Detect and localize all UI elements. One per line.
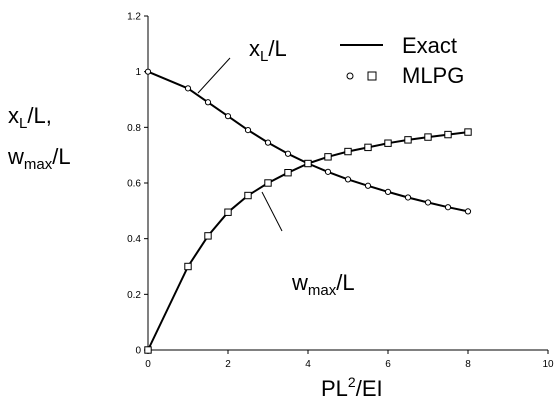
y-axis-label-line1: xL/L, xyxy=(8,103,52,132)
data-point-xL xyxy=(364,182,372,189)
data-point-wmax xyxy=(224,208,232,216)
x-tick-label: 0 xyxy=(145,359,151,370)
data-point-wmax xyxy=(444,130,452,139)
data-point-xL xyxy=(404,194,412,201)
y-tick-label: 0.8 xyxy=(127,123,141,134)
data-point-wmax xyxy=(184,262,192,271)
series-lines xyxy=(147,70,469,351)
data-point-xL xyxy=(384,188,392,196)
x-tick-label: 10 xyxy=(542,359,554,370)
y-tick-label: 1.2 xyxy=(127,12,141,23)
data-point-xL xyxy=(244,127,252,134)
x-tick-label: 8 xyxy=(465,359,471,370)
y-axis-label-line2: wmax/L xyxy=(7,144,71,173)
data-point-xL xyxy=(344,176,352,183)
y-tick-label: 0.6 xyxy=(127,179,141,190)
legend-mlpg-label: MLPG xyxy=(402,63,464,88)
data-point-xL xyxy=(184,85,192,92)
data-point-xL xyxy=(284,150,292,157)
data-point-wmax xyxy=(144,346,152,354)
data-point-wmax xyxy=(244,191,252,200)
data-point-wmax xyxy=(424,133,432,141)
data-point-wmax xyxy=(324,153,332,161)
x-tick-label: 6 xyxy=(385,359,391,370)
data-point-wmax xyxy=(284,169,292,177)
series-line-xL xyxy=(147,70,469,213)
data-point-xL xyxy=(464,208,472,215)
annotation-wmax-leader xyxy=(261,191,283,232)
data-point-xL xyxy=(264,139,272,146)
legend-exact-label: Exact xyxy=(402,33,457,58)
data-point-wmax xyxy=(204,232,212,240)
data-point-xL xyxy=(324,168,332,175)
data-point-xL xyxy=(444,204,452,211)
data-point-xL xyxy=(144,68,152,75)
data-point-xL xyxy=(424,199,432,206)
x-tick-label: 4 xyxy=(305,359,311,370)
legend: Exact MLPG xyxy=(340,33,464,88)
data-point-wmax xyxy=(364,143,372,152)
data-point-wmax xyxy=(404,136,412,144)
axes xyxy=(147,16,548,351)
x-tick-label: 2 xyxy=(225,359,231,370)
series-markers xyxy=(144,68,472,354)
x-axis-label: PL2/EI xyxy=(321,374,383,401)
annotation-xl-leader xyxy=(197,57,231,94)
legend-mlpg-square-marker xyxy=(367,71,377,81)
annotation-xl-label: xL/L xyxy=(249,36,287,65)
data-point-wmax xyxy=(464,128,472,136)
y-ticks: 0 0.2 0.4 0.6 0.8 1 1.2 xyxy=(127,12,148,357)
series-line-wmax xyxy=(147,131,469,351)
data-point-wmax xyxy=(344,147,352,156)
x-ticks: 0 2 4 6 8 10 xyxy=(145,350,554,370)
y-tick-label: 0.2 xyxy=(127,290,141,301)
data-point-xL xyxy=(204,99,212,106)
y-tick-label: 0 xyxy=(135,346,141,357)
data-point-wmax xyxy=(384,139,392,147)
annotation-wmax-label: wmax/L xyxy=(291,270,355,299)
data-point-wmax xyxy=(304,159,312,168)
data-point-wmax xyxy=(264,179,272,187)
y-tick-label: 0.4 xyxy=(127,234,141,245)
data-point-xL xyxy=(224,113,232,120)
y-tick-label: 1 xyxy=(135,67,141,78)
legend-mlpg-circle-marker xyxy=(346,72,354,80)
